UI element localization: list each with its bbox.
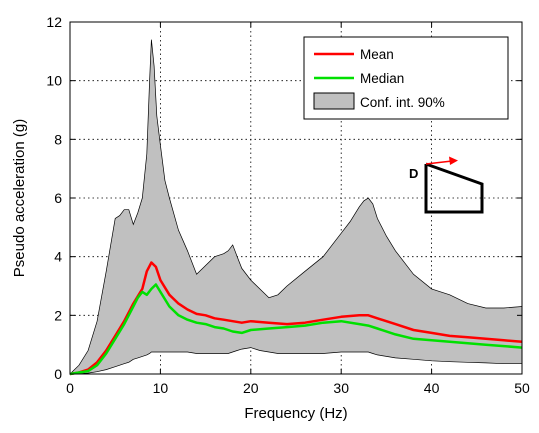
series-line-mean	[69, 261, 523, 376]
frame-sketch-outline	[424, 162, 484, 214]
arrow-head-icon	[449, 156, 458, 165]
y-tick-label: 2	[54, 307, 62, 323]
x-tick-label: 30	[333, 380, 349, 396]
x-tick-label: 10	[153, 380, 169, 396]
frame-sketch: D	[409, 156, 484, 214]
y-tick-label: 10	[46, 73, 62, 89]
x-axis-label: Frequency (Hz)	[244, 405, 347, 422]
y-tick-label: 12	[46, 14, 62, 30]
axis-ticks: 0 10 20 30 40 50 0 2 4 6 8 10 12	[46, 14, 530, 396]
legend-median-label: Median	[360, 71, 404, 86]
series-line-median	[69, 283, 523, 376]
legend-mean-label: Mean	[360, 47, 394, 62]
series-lines	[69, 261, 523, 376]
y-tick-label: 0	[54, 366, 62, 382]
x-tick-label: 40	[424, 380, 440, 396]
frame-label-d: D	[409, 166, 418, 181]
x-tick-label: 50	[514, 380, 530, 396]
legend-band-swatch	[313, 92, 355, 110]
legend-band-label: Conf. int. 90%	[360, 95, 445, 110]
arrow-shaft	[425, 160, 453, 165]
legend: Mean Median Conf. int. 90%	[303, 36, 509, 120]
y-tick-label: 6	[54, 190, 62, 206]
x-tick-label: 0	[66, 380, 74, 396]
y-tick-label: 8	[54, 131, 62, 147]
y-tick-label: 4	[54, 249, 62, 265]
y-axis-label: Pseudo acceleration (g)	[11, 119, 28, 277]
x-tick-label: 20	[243, 380, 259, 396]
